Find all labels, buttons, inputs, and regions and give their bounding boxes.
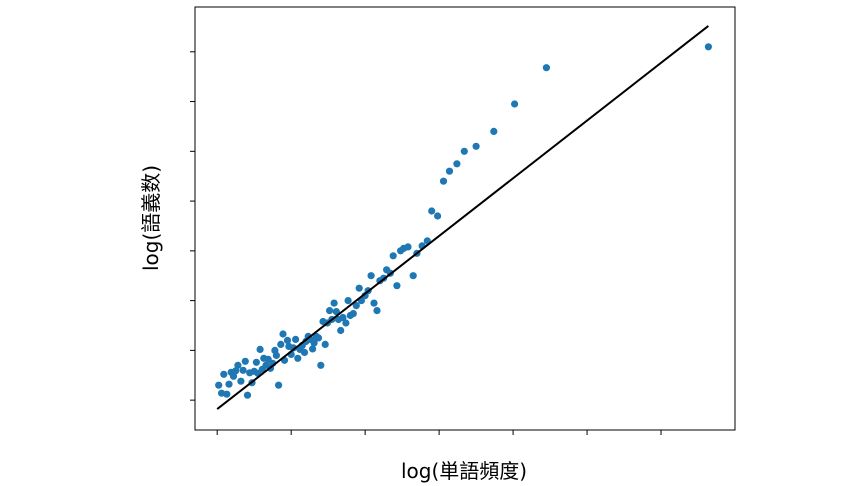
data-point [704, 43, 713, 51]
data-point [355, 284, 363, 292]
data-point [339, 313, 347, 322]
data-point [409, 272, 417, 280]
regression-line [216, 25, 709, 410]
data-point [428, 207, 436, 215]
data-point [239, 366, 247, 374]
data-point [283, 336, 292, 344]
data-point [310, 339, 318, 347]
data-point [277, 340, 285, 348]
data-point [393, 282, 401, 290]
data-point [445, 167, 454, 175]
data-point [220, 370, 228, 378]
data-point [389, 252, 397, 260]
data-point [337, 326, 345, 335]
data-marks [215, 25, 713, 410]
y-axis-label: log(語義数) [139, 165, 163, 271]
data-point [373, 307, 381, 315]
data-point [472, 142, 480, 150]
data-point [243, 391, 252, 399]
x-axis-label: log(単語頻度) [401, 459, 527, 483]
data-point [370, 299, 378, 307]
data-point [510, 100, 519, 108]
data-point [367, 272, 375, 280]
data-point [256, 345, 264, 353]
data-point [542, 64, 551, 72]
data-point [237, 377, 245, 385]
data-point [332, 308, 340, 316]
data-point [229, 372, 238, 380]
data-point [344, 297, 352, 305]
data-point [289, 344, 297, 352]
data-point [317, 361, 325, 369]
data-point [314, 334, 323, 342]
data-point [241, 357, 249, 365]
data-point [294, 354, 302, 362]
data-point [460, 147, 468, 155]
data-point [279, 330, 287, 338]
data-point [234, 361, 242, 369]
data-point [292, 335, 300, 343]
data-point [490, 127, 498, 135]
data-point [309, 345, 317, 353]
data-point [404, 243, 412, 251]
data-point [300, 348, 309, 356]
plot-frame [194, 6, 736, 431]
data-point [349, 310, 357, 318]
data-point [215, 381, 223, 389]
data-point [453, 160, 461, 168]
data-point [232, 367, 240, 375]
data-point [439, 177, 448, 185]
data-point [321, 340, 329, 348]
data-point [352, 302, 360, 310]
data-point [326, 307, 334, 315]
data-point [223, 390, 231, 398]
data-point [225, 380, 233, 388]
data-point [434, 212, 442, 220]
data-point [275, 381, 283, 389]
data-point [272, 351, 280, 359]
axis-ticks [190, 51, 662, 435]
data-point [252, 358, 260, 366]
data-point [342, 319, 350, 327]
data-point [330, 299, 338, 307]
